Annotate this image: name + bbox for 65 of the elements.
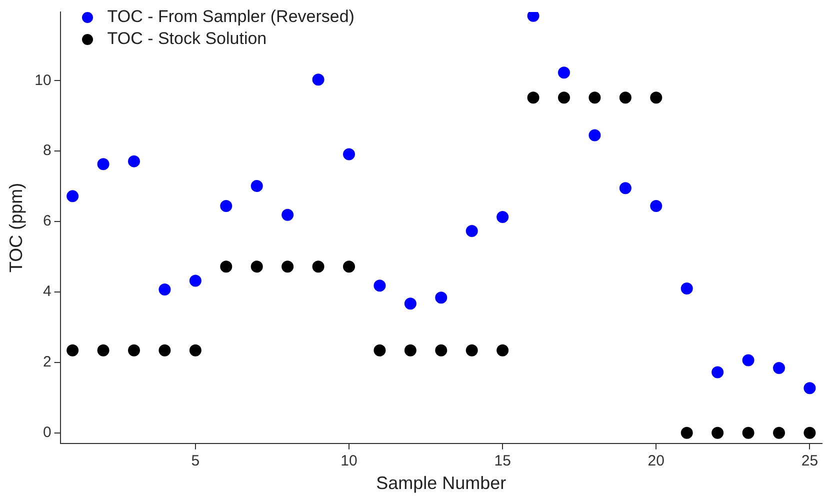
y-tick-label: 4 — [42, 283, 52, 300]
x-tick-label: 5 — [191, 452, 200, 470]
point — [588, 129, 601, 142]
point — [312, 260, 324, 273]
point — [282, 208, 294, 221]
x-tick-label: 25 — [801, 452, 818, 470]
y-tick-label: 6 — [42, 212, 52, 230]
point — [374, 344, 386, 356]
y-tick-label: 10 — [34, 72, 52, 89]
point — [496, 344, 509, 356]
legend-label: TOC - From Sampler (Reversed) — [107, 7, 354, 27]
point — [558, 66, 570, 79]
point — [527, 92, 540, 104]
x-tick-label: 20 — [648, 452, 664, 470]
point — [619, 92, 632, 104]
point — [588, 92, 601, 104]
point — [712, 426, 724, 439]
point — [619, 182, 632, 194]
x-tick-label: 10 — [340, 452, 358, 470]
point — [250, 260, 263, 273]
point — [158, 284, 171, 296]
point — [773, 362, 785, 374]
point — [97, 344, 110, 356]
point — [680, 282, 693, 294]
point — [650, 92, 662, 104]
point — [343, 148, 355, 160]
point — [650, 200, 662, 212]
point — [742, 426, 754, 439]
y-tick-label: 8 — [42, 142, 52, 160]
point — [527, 12, 540, 22]
y-axis-title: TOC (ppm) — [6, 182, 26, 273]
point — [496, 210, 509, 223]
point — [97, 158, 110, 170]
y-tick-label: 2 — [42, 354, 52, 371]
x-tick-label: 15 — [494, 452, 511, 470]
point — [466, 225, 478, 238]
point — [374, 280, 386, 292]
point — [773, 426, 785, 439]
point — [158, 344, 171, 356]
point — [128, 344, 140, 356]
point — [466, 344, 478, 356]
point — [558, 92, 570, 104]
point — [66, 344, 79, 356]
point — [220, 260, 232, 273]
point — [742, 354, 754, 366]
point — [804, 382, 816, 394]
point — [404, 298, 416, 310]
point — [435, 292, 448, 304]
point — [66, 190, 79, 202]
point — [680, 426, 693, 439]
point — [343, 260, 355, 273]
point — [189, 344, 202, 356]
point — [312, 74, 324, 86]
point — [250, 180, 263, 192]
point — [128, 155, 140, 168]
point — [435, 344, 448, 356]
point — [220, 200, 232, 212]
point — [804, 426, 816, 439]
y-tick-label: 0 — [42, 424, 52, 441]
point — [404, 344, 416, 356]
point — [282, 260, 294, 273]
point — [189, 274, 202, 287]
x-axis-title: Sample Number — [376, 473, 506, 494]
point — [712, 366, 724, 378]
legend-label: TOC - Stock Solution — [107, 29, 267, 49]
